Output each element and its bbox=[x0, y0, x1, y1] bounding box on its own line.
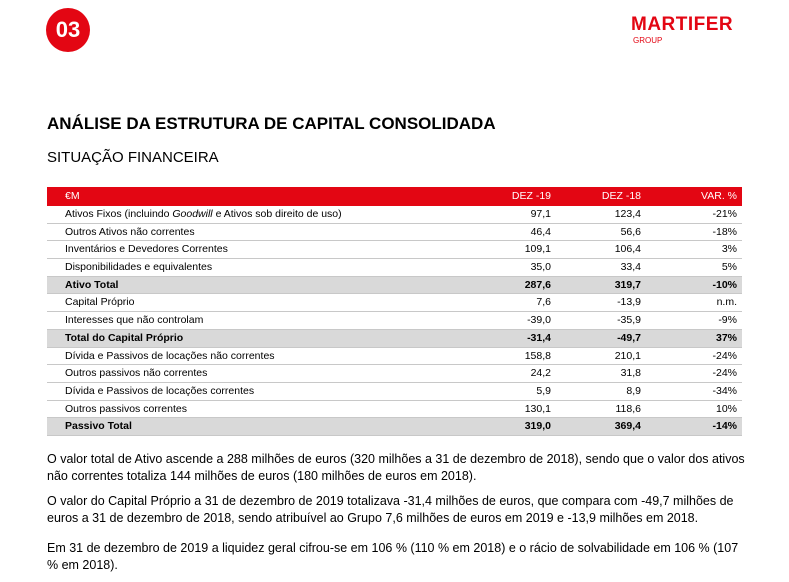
table-row: Outros passivos correntes 130,1 118,6 10% bbox=[47, 401, 742, 419]
row-label: Capital Próprio bbox=[65, 294, 134, 312]
cell: -34% bbox=[712, 384, 737, 397]
label-part: Capital Próprio bbox=[65, 296, 135, 309]
cell: -31,4 bbox=[527, 331, 551, 344]
row-label: Ativo Total bbox=[65, 277, 118, 295]
label-part: Interesses que não controlam bbox=[65, 314, 204, 327]
cell: -49,7 bbox=[617, 331, 641, 344]
cell: 369,4 bbox=[614, 420, 641, 433]
cell: 24,2 bbox=[530, 367, 551, 380]
title: ANÁLISE DA ESTRUTURA DE CAPITAL CONSOLID… bbox=[47, 114, 496, 133]
cell: 56,6 bbox=[620, 225, 641, 238]
paragraph: Em 31 de dezembro de 2019 a liquidez ger… bbox=[47, 541, 739, 572]
cell: n.m. bbox=[716, 296, 737, 309]
label-part: Total do Capital Próprio bbox=[65, 331, 184, 344]
label-part: Passivo Total bbox=[65, 420, 132, 433]
cell: 287,6 bbox=[524, 278, 551, 291]
cell: 5,9 bbox=[536, 384, 551, 397]
table-row: Passivo Total 319,0 369,4 -14% bbox=[47, 418, 742, 436]
label-part: Ativos Fixos (incluindo bbox=[65, 208, 173, 220]
cell: -14% bbox=[712, 420, 737, 433]
label-part: Disponibilidades e equivalentes bbox=[65, 261, 213, 274]
cell: 123,4 bbox=[614, 208, 641, 220]
cell: 118,6 bbox=[615, 402, 642, 415]
cell: 31,8 bbox=[620, 367, 641, 380]
row-label: Disponibilidades e equivalentes bbox=[65, 259, 212, 277]
table-row: Ativos Fixos (incluindo Goodwill e Ativo… bbox=[47, 206, 742, 224]
cell: 33,4 bbox=[620, 261, 641, 274]
table-row: Capital Próprio 7,6 -13,9 n.m. bbox=[47, 294, 742, 313]
cell: -24% bbox=[712, 349, 737, 362]
cell: 10% bbox=[715, 402, 737, 415]
label-part: Ativo Total bbox=[65, 278, 119, 291]
row-label: Outros Ativos não correntes bbox=[65, 224, 195, 242]
label-part: Dívida e Passivos de locações correntes bbox=[65, 384, 255, 397]
cell: -24% bbox=[712, 367, 737, 380]
table-header: €M DEZ -19 DEZ -18 VAR. % bbox=[47, 187, 742, 206]
column-header: €M bbox=[65, 190, 80, 202]
table-row: Dívida e Passivos de locações correntes 5… bbox=[47, 383, 742, 401]
table-row: Disponibilidades e equivalentes 35,0 33,4 5… bbox=[47, 259, 742, 277]
brand-sub: GROUP bbox=[633, 36, 663, 45]
cell: -35,9 bbox=[617, 314, 641, 327]
row-label: Interesses que não controlam bbox=[65, 312, 203, 330]
table-row: Dívida e Passivos de locações não corren… bbox=[47, 348, 742, 366]
brand-logo: MARTIFER bbox=[631, 14, 734, 35]
cell: -10% bbox=[712, 278, 737, 291]
paragraph: O valor total de Ativo ascende a 288 mil… bbox=[47, 452, 745, 483]
row-label: Outros passivos não correntes bbox=[65, 365, 207, 383]
cell: 319,0 bbox=[524, 420, 551, 433]
paragraph: O valor do Capital Próprio a 31 de dezem… bbox=[47, 494, 734, 525]
cell: 37% bbox=[715, 331, 737, 344]
table-row: Outros passivos não correntes 24,2 31,8 -24… bbox=[47, 365, 742, 383]
cell: 210,1 bbox=[614, 349, 641, 362]
cell: 46,4 bbox=[530, 225, 551, 238]
table-row: Inventários e Devedores Correntes 109,1 10… bbox=[47, 241, 742, 260]
label-part: Outros Ativos não correntes bbox=[65, 225, 195, 238]
cell: 8,9 bbox=[626, 384, 641, 397]
table-row: Ativo Total 287,6 319,7 -10% bbox=[47, 276, 742, 295]
cell: -9% bbox=[718, 314, 737, 327]
cell: 319,7 bbox=[614, 278, 641, 291]
cell: -39,0 bbox=[527, 314, 551, 327]
row-label: Outros passivos correntes bbox=[65, 401, 187, 419]
label-part: Dívida e Passivos de locações não corren… bbox=[65, 349, 275, 362]
column-header: DEZ -19 bbox=[511, 190, 551, 202]
cell: 130,1 bbox=[524, 402, 551, 415]
subtitle: SITUAÇÃO FINANCEIRA bbox=[47, 149, 219, 166]
label-part: Outros passivos não correntes bbox=[65, 367, 208, 380]
row-label: Inventários e Devedores Correntes bbox=[65, 241, 228, 259]
label-part: e Ativos sob direito de uso) bbox=[212, 208, 342, 220]
row-label: Ativos Fixos (incluindo Goodwill e Ativo… bbox=[65, 206, 342, 224]
cell: -13,9 bbox=[617, 296, 641, 309]
table-row: Interesses que não controlam -39,0 -35,9 -9… bbox=[47, 312, 742, 330]
row-label: Dívida e Passivos de locações correntes bbox=[65, 383, 254, 401]
table-row: Outros Ativos não correntes 46,4 56,6 -18% bbox=[47, 224, 742, 242]
cell: 5% bbox=[721, 261, 737, 274]
cell: 3% bbox=[721, 243, 737, 256]
row-label: Total do Capital Próprio bbox=[65, 330, 183, 348]
column-header: VAR. % bbox=[701, 190, 737, 202]
label-part: Inventários e Devedores Correntes bbox=[65, 243, 228, 256]
section-badge: 03 bbox=[46, 8, 90, 52]
cell: 97,1 bbox=[530, 208, 551, 220]
cell: 35,0 bbox=[530, 261, 551, 274]
cell: -18% bbox=[712, 225, 737, 238]
table: €M DEZ -19 DEZ -18 VAR. % Ativos Fixos (incl… bbox=[47, 187, 742, 436]
cell: 109,1 bbox=[524, 243, 551, 256]
row-label: Passivo Total bbox=[65, 418, 132, 436]
cell: 158,8 bbox=[524, 349, 551, 362]
column-header: DEZ -18 bbox=[601, 190, 641, 202]
table-row: Total do Capital Próprio -31,4 -49,7 37% bbox=[47, 329, 742, 348]
cell: 7,6 bbox=[536, 296, 551, 309]
label-part: Goodwill bbox=[172, 208, 213, 220]
label-part: Outros passivos correntes bbox=[65, 402, 187, 415]
row-label: Dívida e Passivos de locações não corren… bbox=[65, 348, 275, 366]
cell: 106,4 bbox=[614, 243, 641, 256]
cell: -21% bbox=[712, 208, 737, 220]
